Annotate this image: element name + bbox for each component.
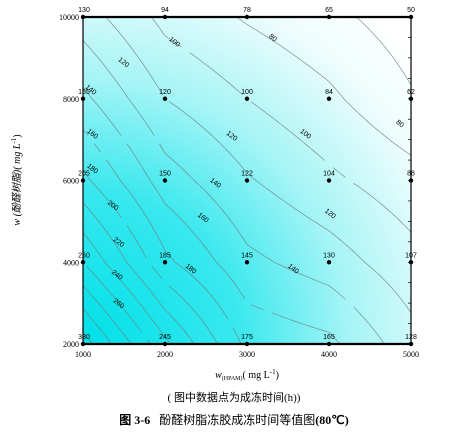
data-point-label: 104 [323, 171, 335, 178]
y-tick-label: 4000 [63, 258, 79, 267]
data-point-label: 330 [78, 334, 90, 341]
x-axis-label: w(HPAM)( mg L-1) [215, 368, 279, 382]
contour-line-100 [151, 16, 412, 233]
data-point-label: 260 [78, 252, 90, 259]
x-axis-label-main: w [215, 370, 222, 381]
x-tick-label: 4000 [321, 350, 337, 359]
data-point-label: 185 [159, 252, 171, 259]
y-axis-label-main: w (酚醛树脂)( mg L [11, 143, 23, 225]
data-point [326, 178, 332, 183]
data-point [162, 260, 168, 265]
contour-label: 80 [267, 33, 278, 43]
x-axis-label-unit: ( mg L [243, 370, 270, 381]
data-point-label: 78 [243, 7, 251, 14]
y-tick-labels: 2000 4000 6000 8000 10000 [59, 13, 79, 349]
x-tick-label: 1000 [75, 350, 91, 359]
data-point-label: 122 [241, 171, 253, 178]
data-point-label: 120 [159, 89, 171, 96]
data-point [244, 178, 250, 183]
data-point [326, 96, 332, 101]
data-point-label: 84 [325, 89, 333, 96]
axes [82, 15, 412, 346]
figure-label: 图 3-6 [119, 413, 151, 427]
y-axis-label: w (酚醛树脂)( mg L-1) [10, 134, 23, 225]
x-axis-label-sub: (HPAM) [222, 375, 243, 382]
y-axis-label-sup: -1 [10, 137, 18, 143]
contour-line-160 [82, 86, 341, 345]
data-point-label: 165 [323, 334, 335, 341]
figure-temp: (80℃) [315, 413, 349, 427]
contour-line-220 [82, 202, 195, 345]
data-point-label: 130 [323, 252, 335, 259]
data-point-label: 165 [78, 89, 90, 96]
x-tick-label: 5000 [403, 350, 419, 359]
data-point [244, 96, 250, 101]
figure-caption: 图 3-6 酚醛树脂冻胶成冻时间等值图(80℃) [0, 411, 468, 428]
contour-line-260 [86, 266, 151, 345]
data-note: ( 图中数据点为成冻时间(h)) [167, 392, 301, 404]
data-point-label: 175 [241, 334, 253, 341]
contour-line-240 [82, 232, 172, 345]
data-point [244, 260, 250, 265]
y-axis-label-close: ) [12, 134, 23, 137]
contour-line-180 [82, 129, 242, 345]
y-tick-label: 2000 [63, 340, 79, 349]
x-tick-label: 3000 [239, 350, 255, 359]
data-point-label: 205 [78, 171, 90, 178]
data-point [326, 260, 332, 265]
data-point-label: 65 [325, 7, 333, 14]
data-point-label: 145 [241, 252, 253, 259]
y-tick-label: 6000 [63, 177, 79, 186]
figure-title: 酚醛树脂冻胶成冻时间等值图 [159, 413, 316, 427]
x-axis-label-close: ) [276, 370, 279, 381]
x-tick-label: 2000 [157, 350, 173, 359]
contour-line-280 [82, 285, 132, 345]
contour-line-200 [82, 170, 218, 345]
data-point-label: 130 [78, 7, 90, 14]
y-tick-label: 8000 [63, 95, 79, 104]
data-point-label: 50 [407, 7, 415, 14]
contour-line-80 [236, 16, 412, 156]
y-tick-label: 10000 [59, 13, 79, 22]
contour-label: 80 [394, 119, 405, 129]
data-point [162, 96, 168, 101]
x-tick-labels: 1000 2000 3000 4000 5000 [75, 350, 419, 359]
x-axis-label-sup: -1 [270, 368, 276, 376]
data-point-label: 245 [159, 334, 171, 341]
contour-line-60 [356, 16, 412, 86]
data-point-label: 94 [161, 7, 169, 14]
data-point-label: 150 [159, 171, 171, 178]
contour-line-140 [82, 40, 385, 345]
data-point [162, 178, 168, 183]
contour-lines [82, 16, 412, 345]
data-point-label: 100 [241, 89, 253, 96]
